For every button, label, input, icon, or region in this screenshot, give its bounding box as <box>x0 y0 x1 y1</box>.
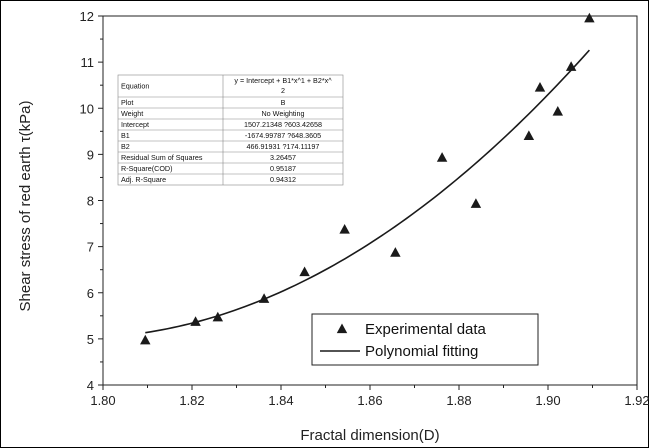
x-axis-title: Fractal dimension(D) <box>300 427 439 444</box>
x-tick-label: 1.80 <box>90 393 115 408</box>
data-point <box>552 105 564 116</box>
axes: 1.80 1.82 1.84 1.86 1.88 1.90 1.92 4 5 6 7 8 9 10 11 12 <box>80 9 649 408</box>
stats-table-value: B <box>281 98 286 107</box>
x-tick-label: 1.82 <box>179 393 204 408</box>
stats-table-value: y = Intercept + B1*x^1 + B2*x^ <box>234 76 332 85</box>
stats-table-value: No Weighting <box>261 109 304 118</box>
stats-table-label: Plot <box>121 98 133 107</box>
data-point <box>436 152 448 162</box>
legend-label-fit: Polynomial fitting <box>365 343 478 360</box>
stats-table-value: 466.91931 ?174.11197 <box>247 142 320 151</box>
data-point <box>523 130 535 141</box>
stats-table-value: 1507.21348 ?603.42658 <box>244 120 322 129</box>
stats-table-label: Intercept <box>121 120 149 129</box>
y-tick-label: 10 <box>80 101 94 116</box>
stats-table-label: R-Square(COD) <box>121 164 173 173</box>
data-point <box>140 334 151 345</box>
legend-box <box>311 313 539 366</box>
x-tick-label: 1.86 <box>357 393 382 408</box>
stats-table-label: Residual Sum of Squares <box>121 153 203 162</box>
data-point <box>565 61 577 71</box>
data-point <box>190 316 201 326</box>
y-tick-label: 7 <box>87 240 94 255</box>
y-tick-label: 6 <box>87 286 94 301</box>
y-axis-title: Shear stress of red earth τ(kPa) <box>17 100 34 311</box>
x-tick-label: 1.92 <box>624 393 649 408</box>
y-tick-label: 4 <box>87 378 94 393</box>
y-tick-label: 11 <box>81 55 95 70</box>
stats-table-value: -1674.99787 ?648.3605 <box>245 131 321 140</box>
x-tick-label: 1.88 <box>446 393 471 408</box>
data-point <box>299 266 310 277</box>
stats-table-label: B1 <box>121 131 130 140</box>
data-point <box>470 198 482 208</box>
stats-table-label: Equation <box>121 82 149 91</box>
stats-table-value: 2 <box>281 86 285 95</box>
x-tick-label: 1.84 <box>268 393 293 408</box>
stats-table-label: B2 <box>121 142 130 151</box>
y-tick-label: 12 <box>80 9 94 24</box>
data-point <box>584 12 595 23</box>
stats-table-value: 0.95187 <box>270 164 296 173</box>
stats-table-label: Adj. R-Square <box>121 175 166 184</box>
legend-label-experimental: Experimental data <box>365 321 487 338</box>
stats-table: Equation y = Intercept + B1*x^1 + B2*x^2 P… <box>117 74 344 186</box>
legend-marker-experimental <box>336 323 348 334</box>
points-layer <box>140 12 595 345</box>
data-point <box>339 224 350 234</box>
stats-table-label: Weight <box>121 109 143 118</box>
data-point <box>534 81 546 92</box>
data-point <box>390 247 401 257</box>
y-tick-label: 9 <box>87 147 94 162</box>
stats-table-value: 0.94312 <box>270 175 296 184</box>
data-point <box>212 311 224 322</box>
y-tick-label: 8 <box>87 194 94 209</box>
data-point <box>258 293 270 303</box>
legend: Experimental data Polynomial fitting <box>311 313 539 366</box>
x-tick-label: 1.90 <box>535 393 560 408</box>
y-tick-label: 5 <box>87 332 94 347</box>
stats-table-value: 3.26457 <box>270 153 296 162</box>
